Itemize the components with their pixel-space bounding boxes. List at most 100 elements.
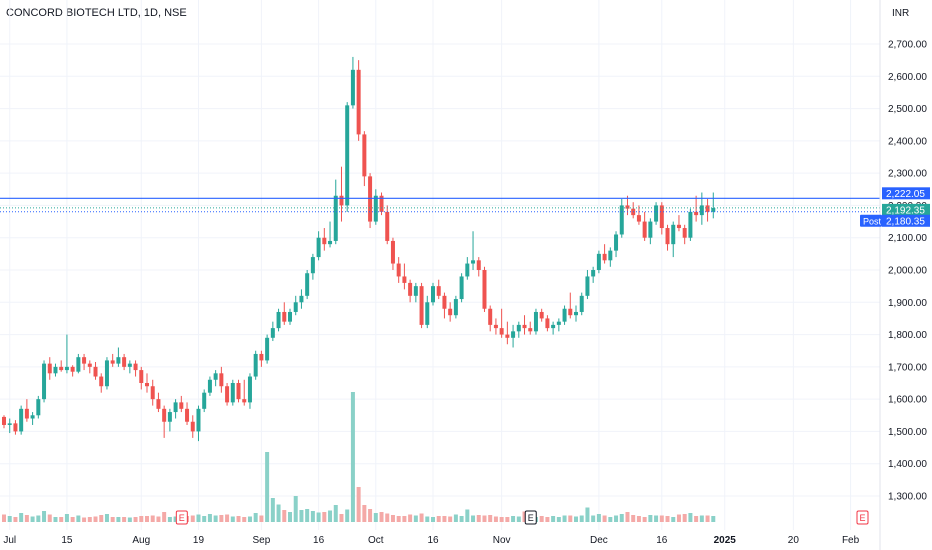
- volume-bar: [82, 517, 87, 522]
- volume-bar: [24, 515, 29, 522]
- volume-bar: [562, 515, 567, 522]
- volume-bar: [202, 516, 207, 522]
- candle: [53, 363, 58, 377]
- volume-bar: [293, 496, 298, 522]
- volume-bar: [225, 514, 230, 522]
- volume-bar: [596, 514, 601, 522]
- candle: [362, 131, 367, 187]
- volume-bar: [133, 517, 138, 522]
- volume-bar: [213, 515, 218, 522]
- volume-bar: [631, 515, 636, 522]
- volume-bar: [442, 516, 447, 522]
- candle: [299, 289, 304, 309]
- volume-bar: [465, 509, 470, 522]
- volume-bar: [139, 516, 144, 522]
- y-tick-label: 1,600.00: [888, 395, 927, 406]
- volume-bar: [156, 516, 161, 522]
- volume-bar: [585, 507, 590, 522]
- candle: [699, 192, 704, 225]
- volume-bar: [276, 504, 281, 522]
- volume-bar: [270, 498, 275, 522]
- candle: [385, 205, 390, 245]
- volume-bar: [419, 513, 424, 522]
- volume-bar: [30, 516, 35, 522]
- candle: [305, 270, 310, 300]
- candle: [585, 270, 590, 300]
- volume-bar: [116, 517, 121, 522]
- earnings-marker[interactable]: E: [524, 510, 537, 525]
- volume-bar: [19, 513, 24, 522]
- x-tick-label: Dec: [590, 535, 608, 546]
- candle: [619, 198, 624, 238]
- candle: [322, 228, 327, 251]
- candle: [608, 247, 613, 267]
- earnings-marker[interactable]: E: [856, 510, 869, 525]
- candle: [293, 295, 298, 316]
- volume-bar: [345, 509, 350, 522]
- candle: [671, 221, 676, 258]
- candle: [694, 195, 699, 222]
- x-tick-label: Feb: [842, 535, 860, 546]
- volume-bar: [568, 515, 573, 522]
- time-axis[interactable]: Jul 15 Aug 19 Sep 16 Oct 16 Nov Dec 16 2025 20 Feb: [3, 535, 859, 546]
- candle: [7, 418, 12, 434]
- candle: [59, 360, 64, 372]
- price-label-text: 2,192.35: [886, 205, 925, 216]
- volume-bar: [556, 517, 561, 522]
- currency-label[interactable]: INR: [892, 8, 910, 19]
- volume-bar: [265, 452, 270, 522]
- volume-bar: [459, 516, 464, 522]
- candle: [390, 237, 395, 270]
- candle: [242, 379, 247, 406]
- volume-bar: [516, 516, 521, 522]
- candle: [150, 379, 155, 406]
- y-tick-label: 2,600.00: [888, 72, 927, 83]
- volume-bar: [127, 517, 132, 522]
- candle: [19, 405, 24, 435]
- x-tick-label: Oct: [368, 535, 384, 546]
- candle: [24, 399, 29, 422]
- volume-bar: [648, 515, 653, 522]
- volume-bar: [219, 515, 224, 522]
- price-axis[interactable]: 2,700.00 2,600.00 2,500.00 2,400.00 2,300.00…: [888, 40, 927, 503]
- candle: [705, 198, 710, 222]
- x-tick-label: Nov: [493, 535, 511, 546]
- candle: [64, 334, 69, 374]
- candle: [631, 202, 636, 219]
- x-tick-label: 16: [656, 535, 668, 546]
- candle: [87, 360, 92, 374]
- candle: [253, 350, 258, 380]
- volume-bar: [190, 515, 195, 522]
- candle: [42, 360, 47, 403]
- y-tick-label: 1,900.00: [888, 298, 927, 309]
- price-label-text: 2,180.35: [886, 216, 925, 227]
- volume-bar: [167, 517, 172, 522]
- candle: [350, 56, 355, 109]
- volume-bar: [625, 512, 630, 522]
- volume-bar: [7, 516, 12, 522]
- volume-bar: [196, 514, 201, 522]
- y-tick-label: 1,500.00: [888, 427, 927, 438]
- candle: [688, 208, 693, 241]
- candle: [356, 60, 361, 141]
- candle: [408, 279, 413, 303]
- price-lines: [0, 197, 880, 213]
- earnings-marker[interactable]: E: [175, 510, 188, 525]
- candle: [402, 263, 407, 290]
- candle: [476, 257, 481, 277]
- candle: [642, 211, 647, 241]
- x-tick-label: Aug: [132, 535, 150, 546]
- price-labels: 2,222.05 2,192.352,180.35 Post: [860, 187, 930, 227]
- volume-bar: [402, 516, 407, 522]
- volume-bar: [2, 514, 6, 522]
- candle: [162, 405, 167, 438]
- volume-bar: [413, 515, 418, 522]
- candle: [453, 295, 458, 319]
- price-label-text: 2,222.05: [886, 189, 925, 200]
- y-tick-label: 1,700.00: [888, 362, 927, 373]
- candle: [591, 266, 596, 283]
- candle: [596, 250, 601, 274]
- candle: [122, 353, 127, 371]
